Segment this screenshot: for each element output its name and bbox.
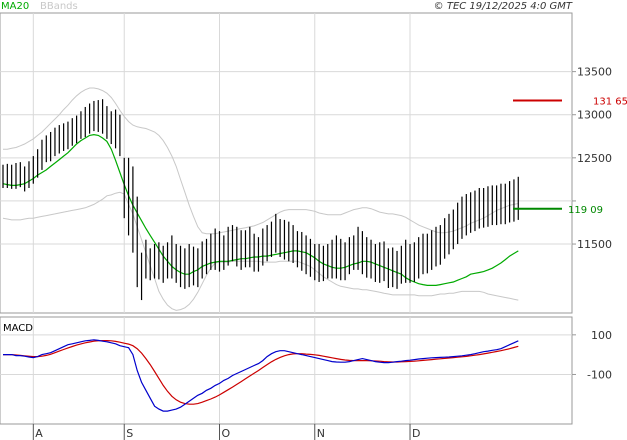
bollinger-bands bbox=[2, 87, 519, 311]
x-tick-label: O bbox=[222, 427, 231, 440]
moving-average-line bbox=[2, 133, 519, 286]
level-label: 131 65 bbox=[593, 97, 627, 108]
y-tick-label: 12500 bbox=[577, 152, 612, 165]
macd-panel bbox=[0, 316, 573, 425]
copyright-timestamp: © TEC 19/12/2025 4:0 GMT bbox=[434, 1, 573, 12]
legend-bbands: BBands bbox=[40, 1, 78, 12]
signal-line bbox=[3, 340, 519, 405]
price-axis: 11500 12500 13000 13500 bbox=[572, 66, 612, 251]
macd-title: MACD bbox=[3, 323, 33, 334]
macd-tick-label: -100 bbox=[587, 368, 612, 381]
x-tick-label: N bbox=[317, 427, 325, 440]
price-levels: 131 65 119 09 bbox=[513, 97, 627, 216]
y-tick-label: 13500 bbox=[577, 66, 612, 79]
macd-lines bbox=[3, 339, 519, 412]
level-label: 119 09 bbox=[568, 205, 603, 216]
macd-line bbox=[3, 339, 519, 412]
price-panel bbox=[0, 12, 573, 314]
bband-upper-line bbox=[3, 87, 519, 235]
legend-ma20: MA20 bbox=[1, 1, 29, 12]
macd-axis: 100 -100 bbox=[572, 329, 612, 381]
price-bars bbox=[2, 99, 519, 301]
macd-tick-label: 100 bbox=[591, 329, 612, 342]
y-tick-label: 13000 bbox=[577, 109, 612, 122]
bband-lower-line bbox=[2, 191, 519, 311]
macd-grid bbox=[0, 317, 572, 424]
x-tick-label: S bbox=[126, 427, 133, 440]
x-tick-label: D bbox=[412, 427, 420, 440]
x-tick-label: A bbox=[35, 427, 43, 440]
y-tick-label: 11500 bbox=[577, 238, 612, 251]
ma20-line bbox=[2, 133, 519, 286]
